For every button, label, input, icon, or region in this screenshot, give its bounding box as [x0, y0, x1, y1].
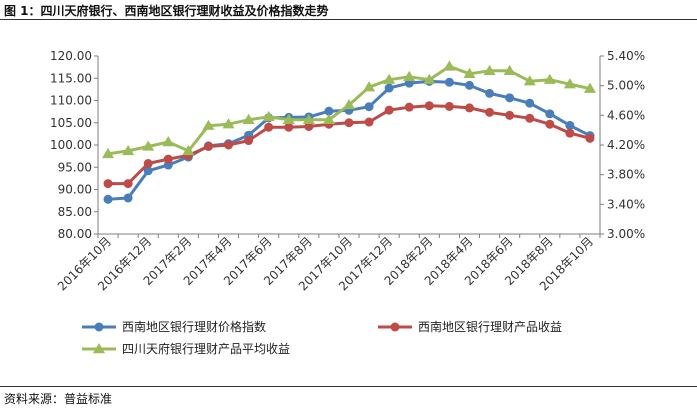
data-point — [242, 113, 255, 124]
data-point — [424, 101, 434, 111]
data-point — [143, 159, 153, 169]
y-tick-label-right: 3.00% — [607, 227, 645, 241]
data-point — [262, 110, 275, 122]
y-tick-label-right: 5.00% — [607, 79, 645, 93]
series-2 — [103, 101, 595, 189]
data-point — [483, 64, 496, 76]
data-point — [102, 147, 115, 159]
legend-item-1: 西南地区银行理财价格指数 — [82, 319, 266, 334]
data-point — [485, 107, 495, 117]
data-point — [543, 73, 556, 84]
data-point — [384, 105, 394, 115]
figure-title: 图 1：四川天府银行、西南地区银行理财收益及价格指数走势 — [4, 4, 329, 18]
data-point — [94, 322, 104, 332]
data-point — [322, 113, 335, 124]
y-tick-label-left: 90.00 — [58, 183, 92, 197]
data-point — [103, 194, 113, 204]
data-point — [464, 103, 474, 113]
data-point — [545, 109, 555, 119]
data-point — [505, 110, 515, 120]
data-point — [363, 81, 376, 92]
title-rule — [0, 19, 697, 20]
data-point — [364, 117, 374, 127]
data-point — [443, 60, 456, 71]
data-point — [403, 70, 416, 81]
y-tick-label-left: 120.00 — [50, 49, 92, 63]
data-point — [583, 82, 596, 93]
data-point — [390, 322, 400, 332]
data-point — [143, 166, 153, 176]
series-layer — [102, 60, 596, 204]
legend-label: 西南地区银行理财产品收益 — [418, 319, 562, 334]
y-tick-label-left: 85.00 — [58, 205, 92, 219]
data-point — [503, 64, 516, 76]
data-point — [122, 144, 135, 156]
data-point — [163, 154, 173, 164]
data-point — [565, 128, 575, 138]
data-point — [304, 121, 314, 131]
data-point — [344, 118, 354, 128]
series-1 — [103, 76, 595, 204]
legend-item-2: 西南地区银行理财产品收益 — [378, 319, 562, 334]
data-point — [324, 106, 334, 116]
data-point — [383, 73, 396, 84]
data-point — [423, 73, 436, 84]
data-point — [585, 133, 595, 143]
data-point — [284, 122, 294, 132]
data-point — [444, 101, 454, 111]
series-3 — [102, 60, 596, 159]
data-point — [444, 77, 454, 87]
data-point — [93, 343, 105, 354]
legend-item-3: 四川天府银行理财产品平均收益 — [82, 341, 290, 356]
y-tick-label-left: 110.00 — [50, 94, 92, 108]
y-tick-label-left: 100.00 — [50, 138, 92, 152]
y-tick-label-right: 4.60% — [607, 108, 645, 122]
data-point — [464, 80, 474, 90]
data-point — [343, 98, 355, 110]
y-tick-label-right: 3.40% — [607, 197, 645, 211]
data-point — [182, 144, 195, 156]
data-point — [302, 113, 315, 124]
source-rule — [0, 386, 697, 387]
data-point — [485, 88, 495, 98]
y-tick-label-right: 3.80% — [607, 168, 645, 182]
source-note: 资料来源：普益标准 — [4, 392, 113, 406]
data-point — [404, 102, 414, 112]
data-point — [282, 113, 295, 124]
data-point — [244, 136, 254, 146]
data-point — [224, 140, 234, 150]
y-tick-label-left: 80.00 — [58, 227, 92, 241]
y-tick-label-left: 105.00 — [50, 116, 92, 130]
data-point — [525, 98, 535, 108]
data-point — [123, 179, 133, 189]
legend-label: 西南地区银行理财价格指数 — [122, 319, 266, 334]
data-point — [222, 118, 235, 129]
legend-label: 四川天府银行理财产品平均收益 — [122, 341, 290, 356]
y-tick-label-left: 95.00 — [58, 160, 92, 174]
y-tick-label-right: 4.20% — [607, 138, 645, 152]
data-point — [162, 136, 175, 147]
data-point — [563, 78, 576, 89]
data-point — [384, 83, 394, 93]
data-point — [523, 75, 536, 86]
data-point — [525, 113, 535, 123]
data-point — [202, 119, 215, 130]
data-point — [142, 140, 155, 151]
data-point — [264, 122, 274, 132]
data-point — [364, 102, 374, 112]
data-point — [505, 93, 515, 103]
y-tick-label-left: 115.00 — [50, 71, 92, 85]
series-line — [108, 104, 591, 186]
y-tick-label-right: 5.40% — [607, 49, 645, 63]
data-point — [463, 67, 476, 78]
data-point — [203, 141, 213, 151]
data-point — [123, 193, 133, 203]
data-point — [545, 119, 555, 129]
data-point — [565, 120, 575, 130]
data-point — [103, 179, 113, 189]
